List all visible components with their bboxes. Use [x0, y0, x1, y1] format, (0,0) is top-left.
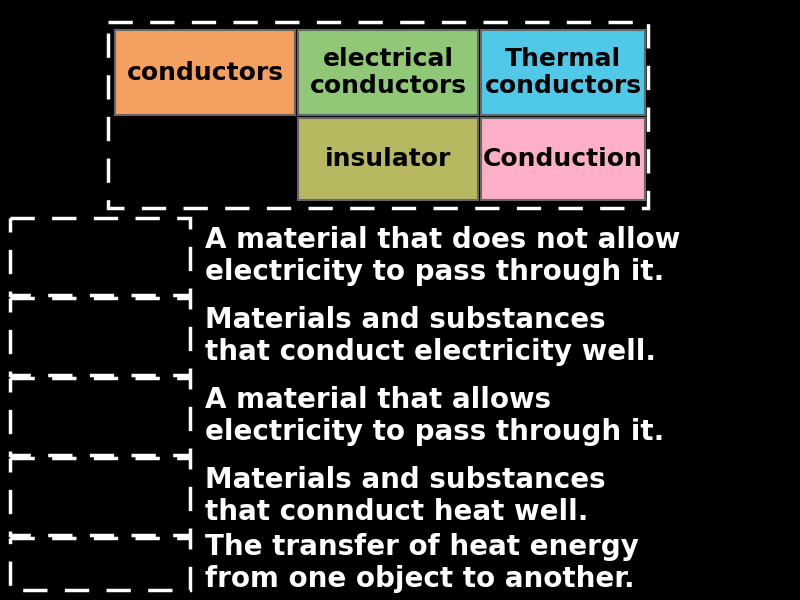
Bar [481, 118, 645, 200]
Bar [10, 218, 190, 295]
Text: Materials and substances
that connduct heat well.: Materials and substances that connduct h… [205, 466, 606, 526]
Bar [10, 458, 190, 535]
Bar [10, 298, 190, 375]
Text: electrical
conductors: electrical conductors [310, 47, 466, 98]
Bar [10, 378, 190, 455]
Text: Materials and substances
that conduct electricity well.: Materials and substances that conduct el… [205, 306, 656, 366]
Bar [10, 538, 190, 590]
Bar [108, 22, 648, 208]
Text: Conduction: Conduction [483, 147, 643, 171]
Bar [115, 30, 295, 115]
Bar [481, 30, 645, 115]
Text: The transfer of heat energy
from one object to another.: The transfer of heat energy from one obj… [205, 533, 639, 593]
Bar [298, 118, 478, 200]
Text: A material that does not allow
electricity to pass through it.: A material that does not allow electrici… [205, 226, 680, 286]
Text: conductors: conductors [126, 61, 283, 85]
Text: Thermal
conductors: Thermal conductors [485, 47, 642, 98]
Text: insulator: insulator [325, 147, 451, 171]
Text: A material that allows
electricity to pass through it.: A material that allows electricity to pa… [205, 386, 664, 446]
Bar [298, 30, 478, 115]
